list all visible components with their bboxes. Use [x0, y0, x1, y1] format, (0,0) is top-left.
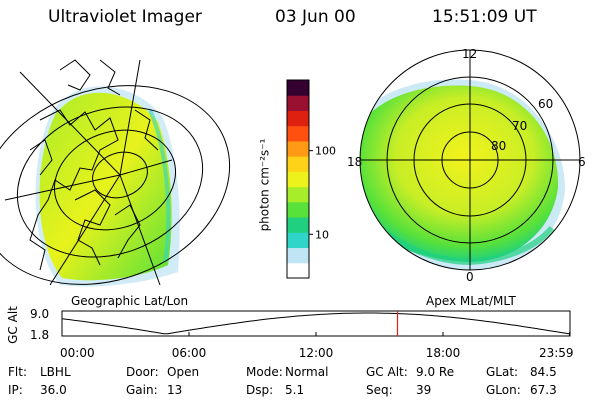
colorbar-segment	[287, 80, 309, 96]
info-value: 13	[167, 383, 183, 397]
timeline-ytick-1-8: 1.8	[30, 328, 50, 342]
info-value: 5.1	[285, 383, 305, 397]
app-title: Ultraviolet Imager	[48, 7, 202, 27]
colorbar-segment	[287, 186, 309, 203]
timeline-tick-label: 06:00	[172, 346, 207, 360]
colorbar-segment	[287, 171, 309, 188]
colorbar-segment	[287, 140, 309, 157]
info-label: Seq:	[366, 383, 393, 397]
info-label: GC Alt:	[366, 365, 408, 379]
timeline-tick-label: 00:00	[60, 346, 95, 360]
timeline-ylabel: GC Alt	[5, 306, 20, 344]
geographic-image	[0, 59, 231, 287]
colorbar-segment	[287, 156, 309, 172]
lat-circle	[16, 106, 204, 258]
mlt-label-12: 12	[462, 47, 478, 61]
colorbar-segment	[287, 262, 309, 279]
lon-line	[4, 174, 121, 201]
info-label: Gain:	[126, 383, 158, 397]
colorbar-segment	[287, 247, 309, 264]
gc-altitude-curve	[61, 312, 571, 335]
mlt-label-0: 0	[466, 270, 474, 284]
timeline-tick-label: 23:59	[539, 346, 574, 360]
colorbar-segment	[287, 95, 309, 111]
lat-circle	[0, 85, 231, 285]
info-value: Normal	[285, 365, 329, 379]
mlt-label-18: 18	[347, 155, 363, 169]
timeline-plot: 00:00 06:00 12:00 18:00 23:59	[60, 310, 574, 360]
info-label: Flt:	[8, 365, 27, 379]
apex-caption: Apex MLat/MLT	[426, 294, 516, 308]
info-value: LBHL	[40, 365, 71, 379]
info-label: Mode:	[246, 365, 283, 379]
info-value: 84.5	[530, 365, 557, 379]
lon-line	[119, 59, 141, 176]
info-label: GLon:	[486, 383, 521, 397]
lon-line	[119, 159, 173, 176]
info-value: 39	[416, 383, 432, 397]
mlat-label-70: 70	[512, 119, 528, 133]
coastline	[29, 59, 159, 271]
date-label: 03 Jun 00	[275, 7, 356, 27]
lon-line	[49, 174, 121, 286]
colorbar-frame	[286, 79, 310, 279]
timeline-ytick-9: 9.0	[30, 307, 50, 321]
lon-line	[19, 71, 121, 176]
colorbar-segment	[287, 125, 309, 142]
colorbar-segment	[287, 217, 309, 233]
timeline-tick-label: 12:00	[299, 346, 334, 360]
geographic-caption: Geographic Lat/Lon	[71, 294, 189, 308]
colorbar-segment	[287, 232, 309, 249]
colorbar-tick-label: 10	[315, 228, 329, 241]
info-label: GLat:	[486, 365, 519, 379]
polar-image	[359, 49, 581, 271]
time-label: 15:51:09 UT	[432, 7, 537, 27]
lon-line	[119, 174, 161, 286]
colorbar: 100 10	[286, 79, 336, 279]
colorbar-segment	[287, 201, 309, 218]
lat-circle	[53, 129, 177, 231]
colorbar-axis-label: photon cm⁻²s⁻¹	[257, 138, 272, 232]
timeline-tick-label: 18:00	[426, 346, 461, 360]
aurora-left-blob	[39, 92, 172, 281]
mlt-label-6: 6	[578, 155, 586, 169]
info-label: Dsp:	[246, 383, 274, 397]
aurora-left-edge	[148, 109, 171, 263]
info-label: IP:	[8, 383, 23, 397]
info-value: 36.0	[40, 383, 67, 397]
colorbar-tick-label: 100	[315, 145, 336, 158]
info-label: Door:	[126, 365, 159, 379]
mlat-label-60: 60	[538, 97, 554, 111]
aurora-right-blob	[360, 85, 559, 262]
colorbar-segment	[287, 110, 309, 127]
mlat-label-80: 80	[491, 139, 507, 153]
info-value: Open	[167, 365, 200, 379]
info-value: 67.3	[530, 383, 557, 397]
info-value: 9.0 Re	[416, 365, 455, 379]
